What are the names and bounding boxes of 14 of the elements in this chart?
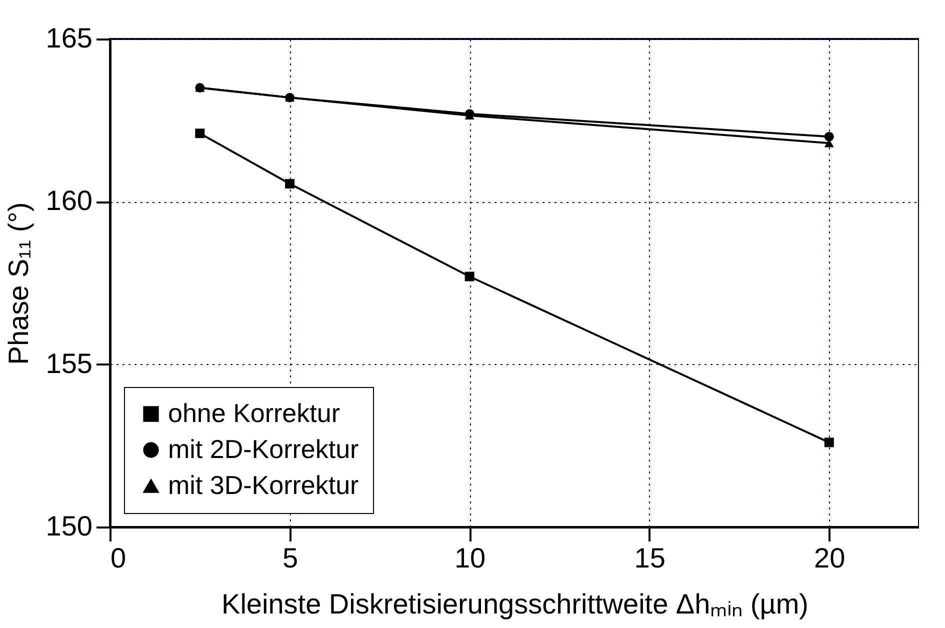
x-tick-label: 10 [454, 542, 486, 574]
y-tick-label: 155 [46, 348, 92, 379]
x-tick-label: 20 [814, 542, 846, 574]
legend-label: mit 2D-Korrektur [168, 434, 360, 464]
x-axis-title: Kleinste Diskretisierungsschrittweite Δhₘᵢₙ (µm) [222, 588, 808, 620]
legend-label: mit 3D-Korrektur [168, 470, 360, 500]
y-tick-label: 165 [46, 22, 92, 54]
x-tick-label: 5 [282, 542, 298, 574]
x-tick-label: 15 [634, 542, 666, 574]
y-tick-label: 160 [46, 185, 92, 216]
x-tick-label: 0 [110, 542, 126, 574]
y-tick-label: 150 [46, 510, 92, 542]
legend-label: ohne Korrektur [168, 398, 340, 428]
y-axis-title: Phase S₁₁ (°) [2, 202, 34, 365]
